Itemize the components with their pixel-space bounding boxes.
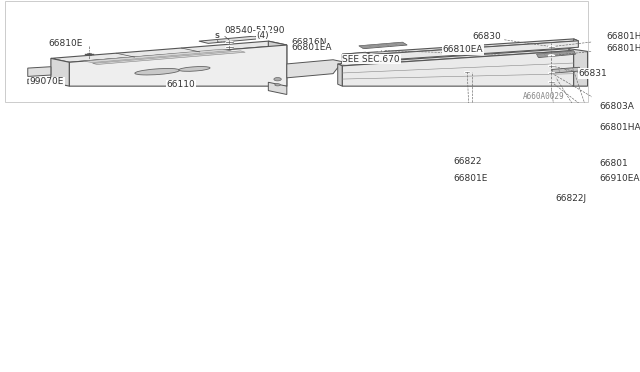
Polygon shape [338,64,342,86]
Polygon shape [552,67,581,73]
Polygon shape [93,51,245,64]
Text: A660A0029: A660A0029 [523,92,564,100]
Text: (4): (4) [256,31,269,39]
Text: 99070E: 99070E [29,77,64,86]
Text: 66816N: 66816N [291,38,327,47]
Polygon shape [342,39,579,56]
Polygon shape [359,42,407,49]
Text: 66801H: 66801H [606,32,640,41]
Circle shape [226,41,233,44]
Circle shape [378,50,384,51]
Circle shape [548,65,555,67]
Polygon shape [342,54,347,62]
Polygon shape [28,67,51,76]
Polygon shape [268,41,287,86]
Ellipse shape [274,77,282,81]
Polygon shape [342,52,370,60]
Text: 66810EA: 66810EA [442,45,483,54]
Circle shape [548,55,555,57]
Text: SEE SEC.670: SEE SEC.670 [342,55,400,64]
Circle shape [465,71,470,73]
Ellipse shape [275,84,280,86]
Polygon shape [342,51,573,86]
Text: S: S [215,33,220,39]
Circle shape [211,33,224,38]
Text: 66910EA: 66910EA [600,174,640,183]
Polygon shape [537,51,575,58]
Text: 66831: 66831 [579,69,607,78]
Text: 66801: 66801 [600,159,628,168]
Text: 66801EA: 66801EA [291,43,332,52]
Text: 66801E: 66801E [453,174,488,183]
Ellipse shape [135,68,180,75]
Polygon shape [83,49,231,62]
Polygon shape [573,39,579,47]
Text: 66822: 66822 [453,157,482,166]
Polygon shape [28,78,46,84]
Circle shape [226,46,233,48]
Polygon shape [268,82,287,94]
Circle shape [548,46,555,48]
Text: 66803A: 66803A [600,102,634,111]
Polygon shape [199,36,264,44]
Text: 66822J: 66822J [555,194,586,203]
Polygon shape [287,60,342,78]
Circle shape [548,81,555,83]
Polygon shape [347,41,579,62]
Text: 08540-51290: 08540-51290 [225,26,285,35]
Text: 66801H: 66801H [606,44,640,53]
Polygon shape [51,58,69,86]
Polygon shape [51,41,287,62]
Text: 66810E: 66810E [48,39,83,48]
Text: 66110: 66110 [166,80,195,89]
Polygon shape [69,45,287,86]
Polygon shape [338,49,573,66]
Text: 66801HA: 66801HA [600,123,640,132]
Ellipse shape [179,67,210,71]
Circle shape [548,72,555,74]
Polygon shape [569,49,588,86]
Text: 66830: 66830 [472,32,500,41]
Polygon shape [569,49,573,86]
